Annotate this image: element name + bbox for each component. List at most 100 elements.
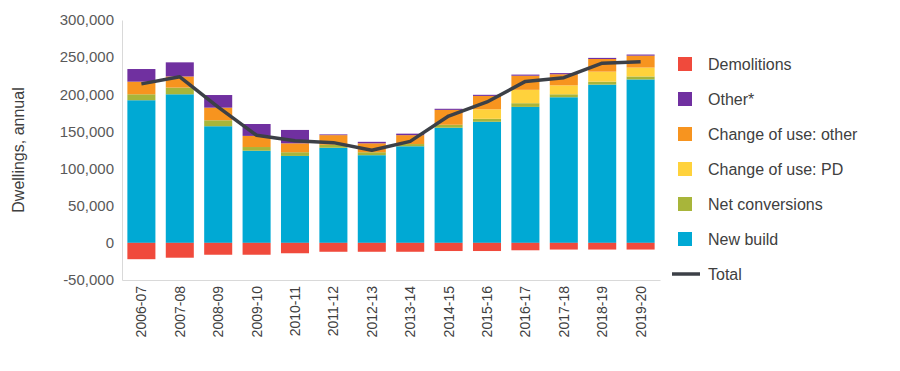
bar — [511, 103, 539, 107]
bar-series — [127, 243, 654, 259]
bar — [166, 88, 194, 95]
bar-series — [127, 79, 654, 242]
x-tick: 2007-08 — [172, 280, 188, 337]
bar — [550, 94, 578, 97]
legend-swatch — [678, 92, 692, 106]
bar — [243, 243, 271, 255]
bar — [243, 147, 271, 151]
bar — [204, 243, 232, 255]
y-tick: 150,000 — [60, 123, 122, 140]
bar — [627, 76, 655, 79]
bar — [281, 143, 309, 152]
y-tick: 300,000 — [60, 11, 122, 28]
bar — [358, 142, 386, 143]
legend: DemolitionsOther*Change of use: otherCha… — [672, 56, 858, 283]
bar — [473, 119, 501, 122]
bar — [319, 134, 347, 136]
legend-item: Total — [672, 266, 742, 283]
bar — [511, 75, 539, 76]
legend-label: Change of use: PD — [708, 161, 843, 178]
bar — [396, 243, 424, 252]
x-tick: 2013-14 — [402, 280, 418, 337]
y-tick-label: 200,000 — [60, 86, 114, 103]
y-tick: 0 — [106, 234, 122, 251]
x-tick-label: 2015-16 — [479, 286, 495, 338]
legend-swatch — [678, 57, 692, 71]
bar-series — [127, 56, 654, 153]
y-tick: 50,000 — [68, 197, 122, 214]
y-tick-label: 150,000 — [60, 123, 114, 140]
y-tick-label: 100,000 — [60, 160, 114, 177]
bar — [127, 100, 155, 243]
x-tick-label: 2018-19 — [594, 286, 610, 338]
x-tick: 2009-10 — [248, 280, 264, 337]
chart: -50,000 0 50,000 100,000 150,000 200,000 250,0… — [0, 0, 900, 371]
legend-label: Total — [708, 266, 742, 283]
legend-item: Net conversions — [678, 196, 823, 213]
bar — [588, 72, 616, 82]
bar — [243, 151, 271, 243]
bar — [319, 243, 347, 252]
y-tick-label: 250,000 — [60, 48, 114, 65]
legend-label: Other* — [708, 91, 754, 108]
bar — [627, 68, 655, 77]
y-tick-label: 50,000 — [68, 197, 114, 214]
bar — [358, 152, 386, 155]
x-tick: 2015-16 — [479, 280, 495, 337]
x-tick-label: 2008-09 — [210, 286, 226, 338]
bar — [166, 94, 194, 243]
x-axis: 2006-072007-082008-092009-102010-112011-… — [123, 280, 661, 337]
plot: -50,000 0 50,000 100,000 150,000 200,000 250,0… — [60, 11, 661, 337]
bar — [127, 94, 155, 100]
legend-swatch — [678, 162, 692, 176]
y-axis: -50,000 0 50,000 100,000 150,000 200,000 250,0… — [60, 11, 123, 288]
line — [141, 62, 640, 150]
bar — [511, 107, 539, 243]
x-tick: 2017-18 — [556, 280, 572, 337]
bar — [319, 148, 347, 243]
legend-swatch — [678, 232, 692, 246]
bar — [435, 109, 463, 110]
x-axis-line — [123, 280, 661, 281]
x-tick-label: 2010-11 — [287, 286, 303, 337]
marks — [127, 55, 654, 260]
y-tick-label: -50,000 — [63, 271, 114, 288]
x-tick-label: 2009-10 — [248, 286, 264, 338]
bar — [550, 85, 578, 94]
bar — [358, 155, 386, 243]
x-tick: 2010-11 — [287, 280, 303, 336]
legend-item: New build — [678, 231, 778, 248]
y-tick: 250,000 — [60, 48, 122, 65]
bar — [358, 243, 386, 252]
bar — [281, 156, 309, 243]
x-tick-label: 2016-17 — [517, 286, 533, 338]
bar — [166, 62, 194, 76]
bar — [435, 125, 463, 128]
bar — [588, 243, 616, 250]
bar — [550, 243, 578, 250]
y-tick-label: 0 — [106, 234, 114, 251]
bar — [281, 243, 309, 253]
bar — [281, 152, 309, 156]
x-tick: 2016-17 — [517, 280, 533, 337]
x-tick-label: 2014-15 — [441, 286, 457, 338]
y-axis-line — [122, 21, 123, 281]
x-tick-label: 2007-08 — [172, 286, 188, 338]
bar — [588, 58, 616, 59]
bar — [511, 243, 539, 250]
x-tick-label: 2017-18 — [556, 286, 572, 338]
y-tick: -50,000 — [63, 271, 122, 288]
bar — [204, 120, 232, 126]
bar — [435, 128, 463, 243]
bar — [473, 122, 501, 243]
y-tick-label: 300,000 — [60, 11, 114, 28]
bar — [166, 243, 194, 258]
bar — [473, 243, 501, 251]
x-tick: 2018-19 — [594, 280, 610, 337]
legend-label: Net conversions — [708, 196, 823, 213]
x-tick: 2019-20 — [633, 280, 649, 337]
x-tick-label: 2006-07 — [133, 286, 149, 338]
bar — [127, 69, 155, 82]
x-tick: 2014-15 — [441, 280, 457, 337]
x-tick-label: 2012-13 — [364, 286, 380, 338]
